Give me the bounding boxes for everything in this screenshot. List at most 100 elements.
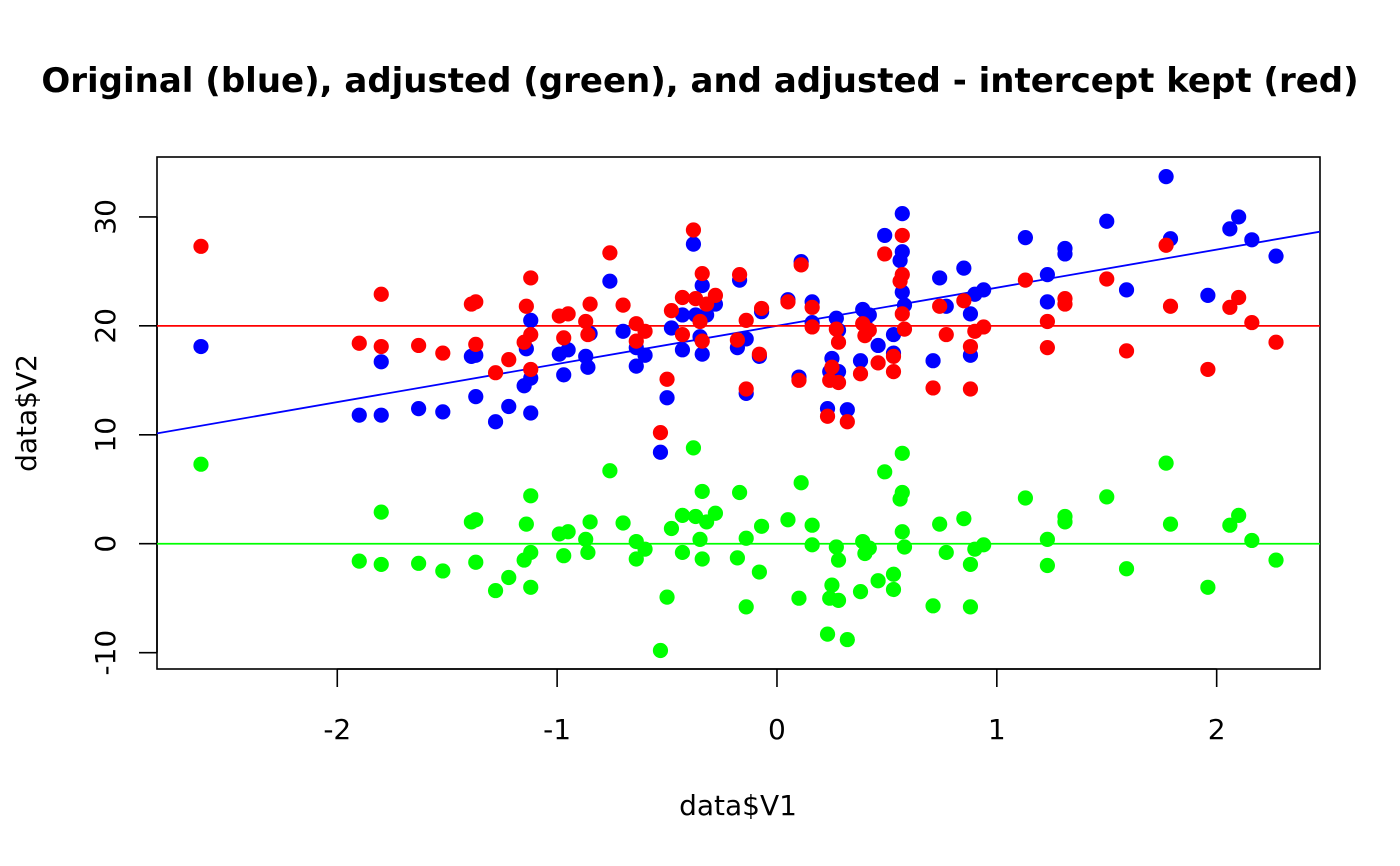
data-point (925, 353, 941, 369)
data-point (877, 464, 893, 480)
data-point (830, 374, 847, 391)
data-point (674, 326, 691, 343)
data-point (738, 599, 754, 615)
data-point (435, 404, 451, 420)
data-point (896, 539, 913, 555)
data-point (830, 592, 847, 608)
data-point (373, 556, 389, 573)
data-point (932, 270, 948, 286)
data-point (885, 581, 902, 598)
data-point (1244, 314, 1260, 331)
data-point (870, 337, 886, 354)
data-point (615, 297, 631, 313)
data-point (1057, 508, 1073, 525)
data-point (738, 530, 754, 546)
data-point (925, 598, 941, 614)
data-point (518, 298, 534, 314)
data-point (839, 414, 855, 430)
data-point (1158, 455, 1174, 471)
data-point (1162, 516, 1179, 532)
data-point (694, 551, 710, 567)
data-point (925, 380, 941, 396)
data-point (351, 335, 367, 351)
data-point (487, 365, 504, 381)
data-point (582, 296, 598, 312)
data-point (824, 359, 840, 375)
data-point (962, 556, 979, 573)
data-point (351, 553, 367, 569)
data-point (628, 358, 644, 374)
data-point (791, 590, 807, 606)
data-point (637, 347, 653, 363)
data-point (830, 334, 847, 350)
data-point (373, 504, 389, 520)
data-point (828, 539, 844, 555)
data-point (956, 260, 972, 276)
data-point (582, 514, 598, 530)
data-point (674, 289, 691, 306)
data-point (1039, 294, 1055, 310)
data-point (652, 642, 669, 659)
data-point (731, 267, 748, 283)
data-point (637, 541, 653, 557)
data-point (894, 484, 910, 501)
y-tick-label: 20 (89, 308, 122, 344)
data-point (468, 554, 484, 570)
data-point (753, 300, 770, 317)
data-point (976, 537, 992, 553)
data-point (896, 321, 913, 337)
data-point (523, 544, 539, 561)
data-point (1039, 267, 1055, 283)
data-points (193, 169, 1284, 659)
intercept-kept-series (193, 222, 1284, 441)
data-point (976, 282, 992, 298)
data-point (373, 338, 389, 355)
data-point (518, 516, 534, 532)
data-point (663, 320, 680, 336)
data-point (1039, 531, 1055, 547)
data-point (894, 267, 910, 283)
data-point (560, 306, 576, 322)
data-point (578, 531, 594, 547)
data-point (729, 550, 746, 566)
data-point (938, 544, 954, 561)
data-point (819, 408, 836, 424)
data-point (1017, 490, 1034, 506)
data-point (580, 544, 596, 561)
data-point (938, 326, 954, 343)
data-point (1039, 340, 1055, 356)
data-point (523, 270, 539, 286)
plot-frame (156, 156, 1321, 670)
data-point (578, 313, 594, 330)
data-point (793, 475, 809, 491)
data-point (1200, 361, 1216, 378)
chart-title: Original (blue), adjusted (green), and a… (41, 61, 1358, 101)
data-point (852, 584, 869, 600)
data-point (694, 333, 710, 349)
data-point (602, 273, 618, 289)
data-point (1099, 271, 1115, 287)
data-point (1244, 232, 1260, 248)
data-point (1039, 557, 1055, 574)
data-point (1118, 282, 1135, 298)
data-point (602, 463, 618, 479)
data-point (674, 342, 691, 358)
data-point (870, 573, 886, 589)
data-point (556, 330, 572, 346)
data-point (870, 355, 886, 371)
data-point (885, 566, 902, 582)
data-point (839, 631, 855, 648)
y-tick-label: 30 (89, 199, 122, 235)
data-point (804, 299, 820, 315)
data-point (885, 348, 902, 364)
data-point (729, 332, 746, 348)
data-point (685, 236, 702, 252)
x-tick-label: -2 (323, 713, 351, 746)
data-point (523, 361, 539, 378)
data-point (1268, 248, 1284, 264)
data-point (694, 483, 710, 500)
data-point (1222, 221, 1238, 237)
data-point (692, 313, 708, 330)
data-point (411, 401, 427, 417)
